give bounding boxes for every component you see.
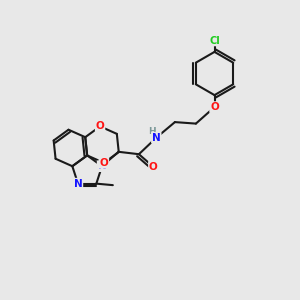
Text: N: N — [152, 133, 161, 143]
Text: N: N — [98, 161, 106, 171]
Text: O: O — [210, 102, 219, 112]
Text: O: O — [100, 158, 108, 168]
Text: Cl: Cl — [209, 35, 220, 46]
Text: O: O — [96, 122, 104, 131]
Text: H: H — [148, 127, 155, 136]
Text: O: O — [149, 162, 158, 172]
Text: N: N — [74, 178, 82, 189]
